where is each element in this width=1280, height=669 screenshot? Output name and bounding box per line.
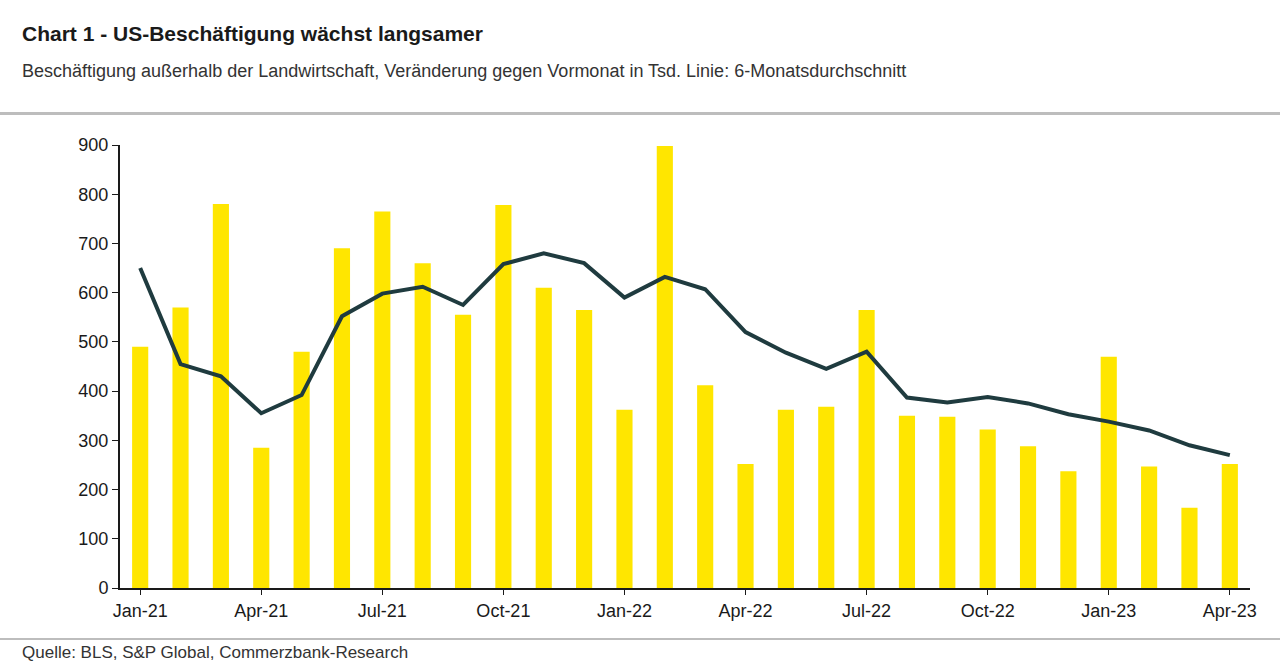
html-text:Beschäftigung außerhalb der La: Beschäftigung außerhalb der Landwirtscha…	[22, 61, 907, 81]
svg-text:Apr-22: Apr-22	[719, 601, 773, 621]
html-text:Chart 1 - US-Beschäftigung wäc: Chart 1 - US-Beschäftigung wächst langsa…	[22, 22, 483, 45]
svg-text:100: 100	[78, 529, 108, 549]
svg-text:Jan-21: Jan-21	[113, 601, 168, 621]
svg-text:500: 500	[78, 332, 108, 352]
svg-text:Oct-22: Oct-22	[961, 601, 1015, 621]
svg-text:200: 200	[78, 480, 108, 500]
svg-text:Jul-21: Jul-21	[358, 601, 407, 621]
svg-text:Jan-23: Jan-23	[1081, 601, 1136, 621]
svg-text:800: 800	[78, 185, 108, 205]
svg-text:Jul-22: Jul-22	[842, 601, 891, 621]
svg-text:900: 900	[78, 135, 108, 155]
svg-text:700: 700	[78, 234, 108, 254]
svg-text:Apr-23: Apr-23	[1203, 601, 1257, 621]
svg-text:Oct-21: Oct-21	[476, 601, 530, 621]
html-text:Quelle: BLS, S&P Global, Comme: Quelle: BLS, S&P Global, Commerzbank-Res…	[22, 643, 409, 662]
svg-text:600: 600	[78, 283, 108, 303]
svg-text:400: 400	[78, 381, 108, 401]
svg-text:Apr-21: Apr-21	[234, 601, 288, 621]
svg-text:300: 300	[78, 431, 108, 451]
svg-text:0: 0	[98, 578, 108, 598]
svg-text:Jan-22: Jan-22	[597, 601, 652, 621]
